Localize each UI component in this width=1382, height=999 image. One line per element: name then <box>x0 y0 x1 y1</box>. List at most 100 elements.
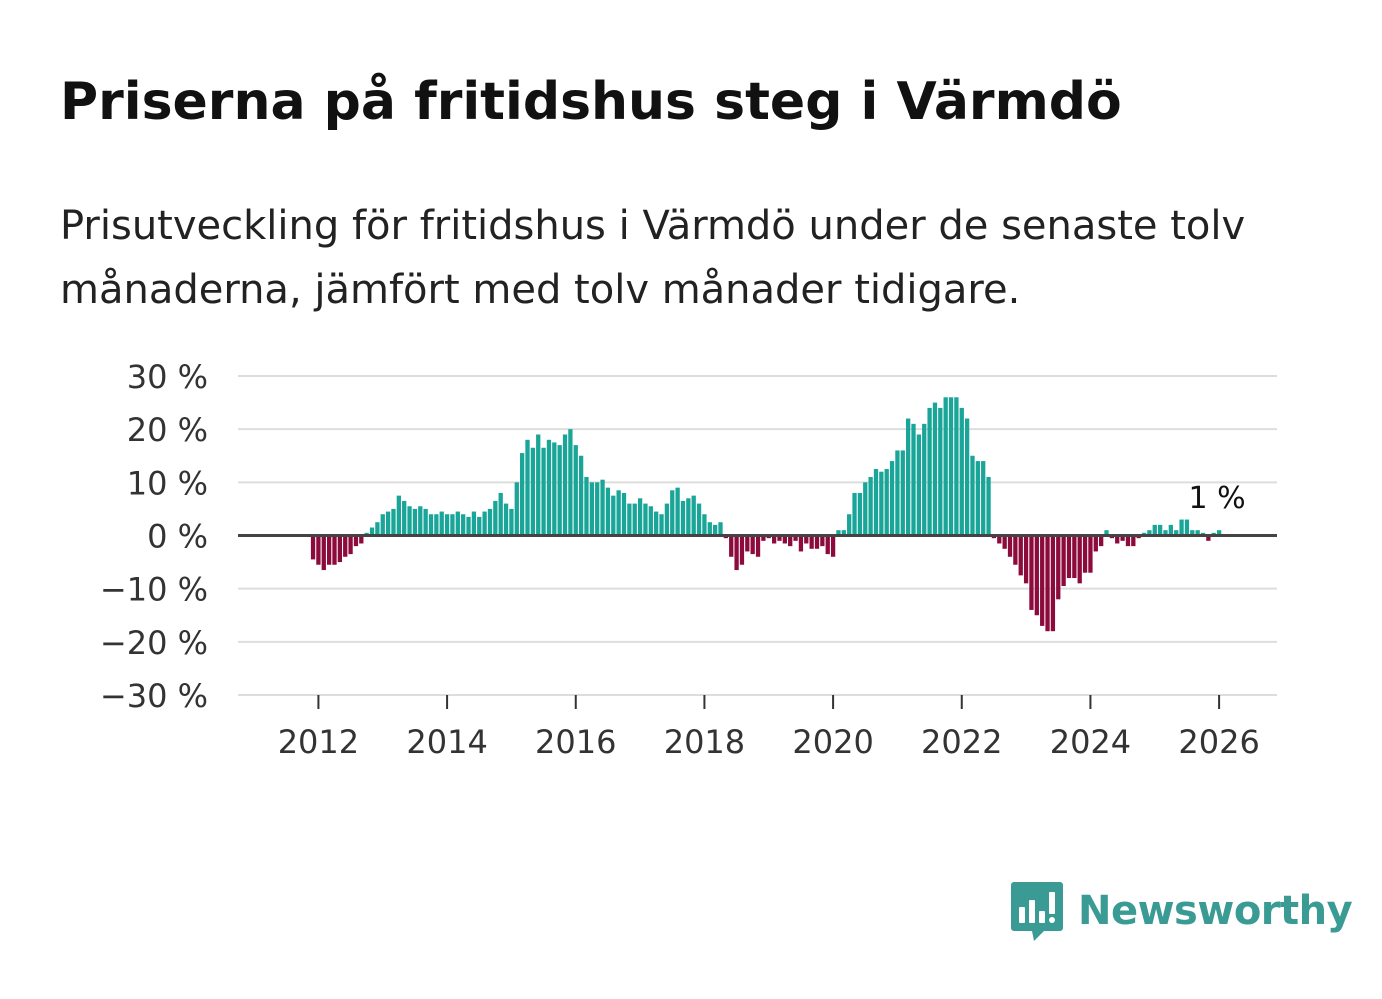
bar <box>337 535 343 563</box>
bar <box>718 522 723 536</box>
bar <box>423 508 428 536</box>
bar <box>514 482 519 536</box>
x-tick-label: 2014 <box>406 723 487 761</box>
bar <box>418 506 423 536</box>
bar <box>916 434 922 536</box>
y-tick-label: −30 % <box>100 677 208 715</box>
bar <box>948 397 954 536</box>
bar <box>932 402 938 536</box>
bar <box>332 535 337 565</box>
bar <box>1163 530 1168 536</box>
bar <box>852 492 857 536</box>
bar <box>675 487 680 536</box>
bar <box>664 503 670 536</box>
bar <box>616 490 621 536</box>
bar <box>321 535 326 571</box>
y-axis-tick-labels: 30 % 20 % 10 % 0 % −10 % −20 % −30 % <box>100 358 208 715</box>
bar <box>777 535 782 541</box>
x-tick-label: 2012 <box>278 723 359 761</box>
bar <box>927 407 932 536</box>
bar <box>541 447 546 536</box>
bar <box>986 477 991 536</box>
bar <box>970 455 975 536</box>
bar <box>589 482 594 536</box>
bar <box>879 471 884 536</box>
chart-title: Priserna på fritidshus steg i Värmdö <box>60 72 1122 132</box>
bar <box>873 469 879 536</box>
y-tick-label: −20 % <box>100 624 208 662</box>
x-tick-label: 2018 <box>664 723 745 761</box>
bar <box>327 535 332 565</box>
bar <box>1104 530 1109 536</box>
bar <box>573 445 578 536</box>
bar <box>1023 535 1029 584</box>
bar <box>755 535 761 557</box>
bar <box>1147 530 1152 536</box>
bar <box>788 535 793 547</box>
bar <box>562 434 568 536</box>
bar <box>466 516 471 536</box>
bar <box>605 487 611 536</box>
bar <box>353 535 359 547</box>
bar <box>1072 535 1077 579</box>
bar <box>895 450 900 536</box>
bar <box>621 492 627 536</box>
bar <box>375 522 380 536</box>
bar <box>359 535 364 544</box>
bar <box>814 535 820 549</box>
bar <box>857 492 863 536</box>
bar <box>696 503 702 536</box>
bar <box>600 479 605 536</box>
bar <box>1056 535 1061 600</box>
bar <box>439 511 444 536</box>
bar <box>1045 535 1050 632</box>
bar <box>1007 535 1013 557</box>
annotations: 1 % <box>1189 481 1246 516</box>
bar <box>654 511 659 536</box>
bar <box>455 511 460 536</box>
bar <box>461 514 466 536</box>
bar <box>798 535 804 552</box>
x-tick-label: 2020 <box>792 723 873 761</box>
y-tick-label: −10 % <box>100 571 208 609</box>
bar <box>578 455 584 536</box>
gridlines <box>238 375 1277 696</box>
bar <box>1077 535 1082 584</box>
bar <box>836 530 841 536</box>
bar <box>1061 535 1066 587</box>
bar <box>482 511 487 536</box>
bar <box>450 514 455 536</box>
brand-logo: Newsworthy <box>1010 876 1353 946</box>
bar <box>1125 535 1131 547</box>
x-tick-label: 2022 <box>921 723 1002 761</box>
bar <box>793 535 798 541</box>
bar <box>959 407 964 536</box>
x-tick-label: 2016 <box>535 723 616 761</box>
bar <box>1034 535 1039 616</box>
bar <box>900 450 905 536</box>
bar <box>943 397 948 536</box>
bar <box>498 492 503 536</box>
bar <box>536 434 541 536</box>
bar <box>782 535 787 544</box>
bar <box>348 535 353 555</box>
bar <box>1120 535 1125 541</box>
bar <box>670 490 675 536</box>
bar <box>691 495 696 536</box>
bar <box>503 503 509 536</box>
bar <box>520 453 525 536</box>
bar <box>316 535 321 565</box>
bar <box>627 503 632 536</box>
bar <box>1195 530 1200 536</box>
bar <box>471 511 477 536</box>
bar <box>1206 535 1211 541</box>
bar <box>487 508 493 536</box>
bar <box>863 482 868 536</box>
bar <box>369 527 375 536</box>
bar <box>343 535 348 557</box>
bar <box>637 498 643 536</box>
bar <box>750 535 755 555</box>
bar <box>997 535 1002 544</box>
bar <box>632 503 637 536</box>
